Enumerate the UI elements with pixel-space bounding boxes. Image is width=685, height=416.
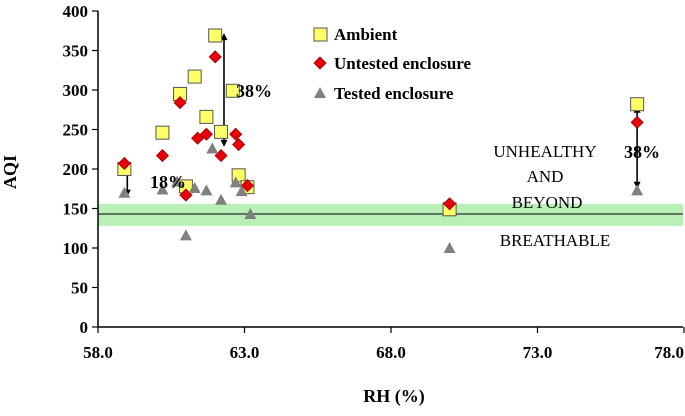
untested-enclosure-point (199, 127, 213, 141)
x-tick-label: 78.0 (654, 343, 684, 362)
x-tick-label: 58.0 (83, 343, 113, 362)
x-tick-label: 63.0 (230, 343, 260, 362)
tested-enclosure-point (188, 181, 201, 193)
y-tick-label: 150 (63, 200, 89, 219)
y-tick-label: 250 (63, 121, 89, 140)
untested-enclosure-point (630, 115, 644, 129)
y-tick-label: 400 (63, 2, 89, 21)
tested-enclosure-point (200, 184, 213, 196)
ambient-point (155, 125, 170, 140)
y-tick-label: 350 (63, 42, 89, 61)
untested-enclosure-point (443, 197, 457, 211)
legend-marker-ambient (313, 27, 328, 42)
tested-enclosure-point (206, 142, 219, 154)
y-tick-label: 100 (63, 239, 89, 258)
y-tick-label: 300 (63, 81, 89, 100)
x-tick-label: 73.0 (523, 343, 553, 362)
tested-enclosure-point (156, 183, 169, 195)
tested-enclosure-point (215, 193, 228, 205)
y-axis-title: AQI (0, 155, 20, 189)
tested-enclosure-point (179, 229, 192, 241)
untested-enclosure-point (208, 50, 222, 64)
untested-enclosure-point (214, 149, 228, 163)
ambient-point (199, 109, 214, 124)
untested-enclosure-point (155, 149, 170, 163)
untested-enclosure-point (240, 179, 254, 193)
tested-enclosure-point (443, 242, 456, 253)
ambient-point (630, 97, 645, 112)
ambient-point (214, 124, 229, 139)
arrow-head (220, 33, 228, 41)
legend-label-ambient: Ambient (334, 25, 398, 44)
tested-enclosure-point (118, 186, 131, 198)
legend-marker-tested (314, 87, 326, 98)
x-tick-label: 68.0 (376, 343, 406, 362)
untested-enclosure-point (229, 127, 243, 141)
ambient-point (187, 69, 202, 84)
annotation-38-percent-left: 38% (236, 81, 272, 101)
annotation-layer: AQI RH (%) UNHEALTHY AND BEYOND BREATHAB… (0, 81, 660, 407)
threshold-band-layer (98, 203, 683, 226)
legend: Ambient Untested enclosure Tested enclos… (313, 25, 472, 103)
ambient-point (208, 28, 223, 43)
untested-enclosure-point (232, 137, 246, 152)
annotation-18-percent: 18% (150, 172, 186, 192)
arrow-head (220, 139, 228, 147)
legend-label-untested: Untested enclosure (334, 54, 472, 73)
x-axis-title: RH (%) (363, 386, 425, 407)
tested-enclosure-point (235, 185, 248, 197)
y-tick-label: 200 (63, 160, 89, 179)
tested-enclosure-point (631, 184, 644, 196)
untested-enclosure-point (117, 156, 131, 171)
axis-layer: 0 50 100 150 200 250 300 350 400 58.0 63.0 68.0 73.0… (63, 2, 685, 362)
untested-enclosure-point (179, 188, 193, 202)
y-tick-label: 50 (71, 279, 88, 298)
zone-label-beyond: BEYOND (512, 193, 583, 212)
zone-label-unhealthy: UNHEALTHY (493, 142, 596, 161)
legend-label-tested: Tested enclosure (334, 84, 454, 103)
breathable-threshold-band (98, 203, 683, 226)
points-layer (117, 28, 645, 253)
untested-enclosure-point (173, 96, 187, 110)
legend-marker-untested (313, 56, 327, 70)
tested-enclosure-point (229, 176, 242, 188)
tested-enclosure-point (244, 208, 257, 220)
y-tick-label: 0 (80, 318, 89, 337)
untested-enclosure-point (191, 131, 205, 145)
zone-label-and: AND (527, 167, 564, 186)
ambient-point (225, 83, 240, 98)
annotation-38-percent-right: 38% (624, 142, 660, 162)
tested-enclosure-point (171, 175, 184, 187)
zone-label-breathable: BREATHABLE (500, 231, 611, 250)
